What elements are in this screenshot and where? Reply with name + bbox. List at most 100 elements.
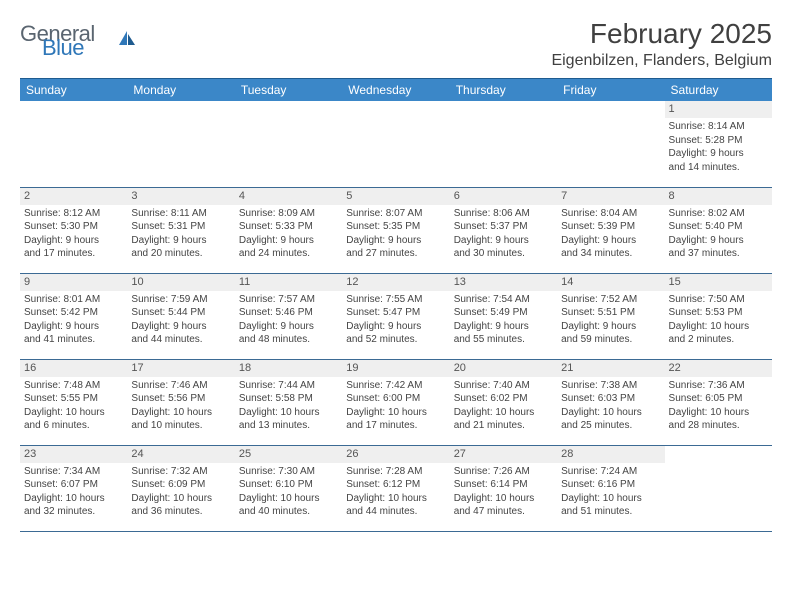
day-details: Sunrise: 7:48 AMSunset: 5:55 PMDaylight:… [20, 377, 127, 437]
calendar-cell: 5Sunrise: 8:07 AMSunset: 5:35 PMDaylight… [342, 187, 449, 273]
detail-line: Sunrise: 8:14 AM [669, 120, 768, 134]
detail-line: Sunset: 5:35 PM [346, 220, 445, 234]
detail-line: Sunset: 5:28 PM [669, 134, 768, 148]
calendar-cell: 2Sunrise: 8:12 AMSunset: 5:30 PMDaylight… [20, 187, 127, 273]
day-details: Sunrise: 7:46 AMSunset: 5:56 PMDaylight:… [127, 377, 234, 437]
day-details: Sunrise: 7:44 AMSunset: 5:58 PMDaylight:… [235, 377, 342, 437]
calendar-cell: 22Sunrise: 7:36 AMSunset: 6:05 PMDayligh… [665, 359, 772, 445]
detail-line: Daylight: 10 hours [669, 406, 768, 420]
detail-line: Sunrise: 8:04 AM [561, 207, 660, 221]
detail-line: Sunset: 5:30 PM [24, 220, 123, 234]
detail-line: Sunrise: 8:02 AM [669, 207, 768, 221]
detail-line: Sunrise: 7:38 AM [561, 379, 660, 393]
detail-line: Sunrise: 7:50 AM [669, 293, 768, 307]
detail-line: Sunrise: 8:06 AM [454, 207, 553, 221]
day-number: 17 [127, 360, 234, 377]
day-details: Sunrise: 7:38 AMSunset: 6:03 PMDaylight:… [557, 377, 664, 437]
day-number: 23 [20, 446, 127, 463]
detail-line: and 34 minutes. [561, 247, 660, 261]
calendar-cell: 9Sunrise: 8:01 AMSunset: 5:42 PMDaylight… [20, 273, 127, 359]
day-number: 2 [20, 188, 127, 205]
detail-line: and 44 minutes. [131, 333, 230, 347]
brand-logo: General Blue [20, 18, 59, 58]
day-details: Sunrise: 8:14 AMSunset: 5:28 PMDaylight:… [665, 118, 772, 178]
detail-line: and 13 minutes. [239, 419, 338, 433]
detail-line: Daylight: 9 hours [239, 320, 338, 334]
calendar-cell [665, 445, 772, 531]
detail-line: Sunset: 5:37 PM [454, 220, 553, 234]
detail-line: Daylight: 10 hours [131, 406, 230, 420]
detail-line: and 37 minutes. [669, 247, 768, 261]
day-details: Sunrise: 7:42 AMSunset: 6:00 PMDaylight:… [342, 377, 449, 437]
calendar-cell: 17Sunrise: 7:46 AMSunset: 5:56 PMDayligh… [127, 359, 234, 445]
detail-line: and 47 minutes. [454, 505, 553, 519]
detail-line: Daylight: 9 hours [561, 234, 660, 248]
day-details: Sunrise: 7:28 AMSunset: 6:12 PMDaylight:… [342, 463, 449, 523]
calendar-cell: 25Sunrise: 7:30 AMSunset: 6:10 PMDayligh… [235, 445, 342, 531]
detail-line: and 17 minutes. [346, 419, 445, 433]
detail-line: Daylight: 9 hours [131, 320, 230, 334]
day-number: 4 [235, 188, 342, 205]
day-details: Sunrise: 8:07 AMSunset: 5:35 PMDaylight:… [342, 205, 449, 265]
detail-line: Sunrise: 7:46 AM [131, 379, 230, 393]
calendar-cell: 19Sunrise: 7:42 AMSunset: 6:00 PMDayligh… [342, 359, 449, 445]
calendar-cell: 20Sunrise: 7:40 AMSunset: 6:02 PMDayligh… [450, 359, 557, 445]
detail-line: and 2 minutes. [669, 333, 768, 347]
detail-line: Sunrise: 7:34 AM [24, 465, 123, 479]
day-number: 10 [127, 274, 234, 291]
day-details: Sunrise: 8:01 AMSunset: 5:42 PMDaylight:… [20, 291, 127, 351]
detail-line: Sunset: 5:44 PM [131, 306, 230, 320]
detail-line: Daylight: 9 hours [239, 234, 338, 248]
day-details: Sunrise: 8:02 AMSunset: 5:40 PMDaylight:… [665, 205, 772, 265]
calendar-cell: 4Sunrise: 8:09 AMSunset: 5:33 PMDaylight… [235, 187, 342, 273]
calendar-cell [235, 101, 342, 187]
title-block: February 2025 Eigenbilzen, Flanders, Bel… [551, 18, 772, 70]
detail-line: Sunset: 6:10 PM [239, 478, 338, 492]
detail-line: Daylight: 10 hours [454, 406, 553, 420]
detail-line: and 14 minutes. [669, 161, 768, 175]
day-number: 26 [342, 446, 449, 463]
calendar-cell [127, 101, 234, 187]
detail-line: and 28 minutes. [669, 419, 768, 433]
detail-line: Daylight: 10 hours [669, 320, 768, 334]
day-details: Sunrise: 8:09 AMSunset: 5:33 PMDaylight:… [235, 205, 342, 265]
calendar-cell: 21Sunrise: 7:38 AMSunset: 6:03 PMDayligh… [557, 359, 664, 445]
detail-line: Sunset: 6:07 PM [24, 478, 123, 492]
detail-line: Daylight: 9 hours [454, 234, 553, 248]
detail-line: Daylight: 9 hours [454, 320, 553, 334]
detail-line: Daylight: 9 hours [669, 234, 768, 248]
detail-line: Sunset: 6:00 PM [346, 392, 445, 406]
detail-line: Sunset: 5:51 PM [561, 306, 660, 320]
detail-line: Sunrise: 7:40 AM [454, 379, 553, 393]
day-number: 27 [450, 446, 557, 463]
detail-line: Sunrise: 7:44 AM [239, 379, 338, 393]
calendar-week-row: 9Sunrise: 8:01 AMSunset: 5:42 PMDaylight… [20, 273, 772, 359]
detail-line: and 55 minutes. [454, 333, 553, 347]
weekday-header: Thursday [450, 79, 557, 101]
detail-line: Sunset: 6:09 PM [131, 478, 230, 492]
calendar-cell [20, 101, 127, 187]
detail-line: Sunset: 5:31 PM [131, 220, 230, 234]
detail-line: Daylight: 10 hours [24, 492, 123, 506]
detail-line: and 44 minutes. [346, 505, 445, 519]
detail-line: and 10 minutes. [131, 419, 230, 433]
detail-line: Sunset: 6:16 PM [561, 478, 660, 492]
detail-line: Sunset: 5:40 PM [669, 220, 768, 234]
calendar-cell: 14Sunrise: 7:52 AMSunset: 5:51 PMDayligh… [557, 273, 664, 359]
day-number: 14 [557, 274, 664, 291]
day-details: Sunrise: 7:24 AMSunset: 6:16 PMDaylight:… [557, 463, 664, 523]
detail-line: Daylight: 10 hours [561, 406, 660, 420]
day-number: 6 [450, 188, 557, 205]
detail-line: Sunrise: 8:07 AM [346, 207, 445, 221]
detail-line: Sunrise: 7:26 AM [454, 465, 553, 479]
detail-line: Sunset: 6:05 PM [669, 392, 768, 406]
calendar-cell: 8Sunrise: 8:02 AMSunset: 5:40 PMDaylight… [665, 187, 772, 273]
detail-line: and 27 minutes. [346, 247, 445, 261]
calendar-cell: 15Sunrise: 7:50 AMSunset: 5:53 PMDayligh… [665, 273, 772, 359]
detail-line: and 17 minutes. [24, 247, 123, 261]
calendar-cell: 28Sunrise: 7:24 AMSunset: 6:16 PMDayligh… [557, 445, 664, 531]
detail-line: Daylight: 10 hours [561, 492, 660, 506]
detail-line: and 41 minutes. [24, 333, 123, 347]
detail-line: Daylight: 9 hours [669, 147, 768, 161]
detail-line: Sunrise: 7:36 AM [669, 379, 768, 393]
